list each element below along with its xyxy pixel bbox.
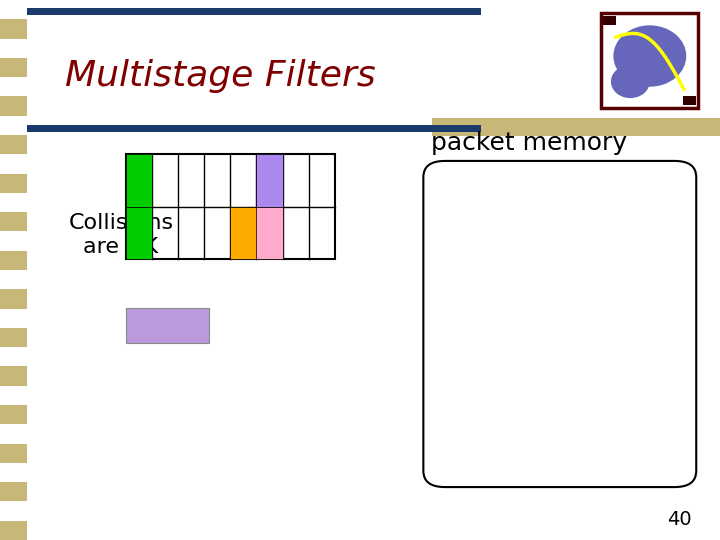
Bar xyxy=(0,386,27,405)
Bar xyxy=(0,251,27,270)
Bar xyxy=(0,193,27,212)
Bar xyxy=(0,212,27,232)
Bar xyxy=(0,116,27,135)
Bar xyxy=(0,328,27,347)
Bar xyxy=(0,97,27,116)
Bar xyxy=(0,270,27,289)
Bar xyxy=(256,154,282,206)
Ellipse shape xyxy=(611,65,650,98)
Bar xyxy=(230,206,256,259)
Bar xyxy=(0,424,27,443)
Bar xyxy=(27,8,481,15)
Bar xyxy=(0,367,27,386)
Bar xyxy=(27,125,481,132)
Bar xyxy=(683,96,696,105)
Ellipse shape xyxy=(613,25,686,87)
Bar xyxy=(0,347,27,367)
Bar xyxy=(0,38,27,58)
Bar xyxy=(0,232,27,251)
Bar xyxy=(0,405,27,424)
Bar xyxy=(0,289,27,308)
Bar xyxy=(0,19,27,38)
Bar xyxy=(0,443,27,463)
Bar xyxy=(0,463,27,482)
Bar xyxy=(126,154,335,259)
Bar xyxy=(432,118,720,136)
Bar xyxy=(0,173,27,193)
Bar xyxy=(0,154,27,173)
Bar xyxy=(601,14,698,108)
Bar xyxy=(126,154,152,206)
Bar xyxy=(256,206,282,259)
Bar xyxy=(0,58,27,77)
Bar xyxy=(0,502,27,521)
Bar xyxy=(0,0,27,19)
Bar xyxy=(0,77,27,97)
Bar xyxy=(603,16,616,25)
Bar xyxy=(126,206,152,259)
Text: 40: 40 xyxy=(667,510,691,529)
Bar xyxy=(0,308,27,328)
Bar xyxy=(0,521,27,540)
FancyBboxPatch shape xyxy=(423,161,696,487)
Bar xyxy=(0,482,27,502)
Bar xyxy=(0,135,27,154)
Text: packet memory: packet memory xyxy=(431,131,627,155)
Text: Collisions
are OK: Collisions are OK xyxy=(68,213,174,256)
Bar xyxy=(126,308,209,343)
Text: Multistage Filters: Multistage Filters xyxy=(65,59,376,92)
